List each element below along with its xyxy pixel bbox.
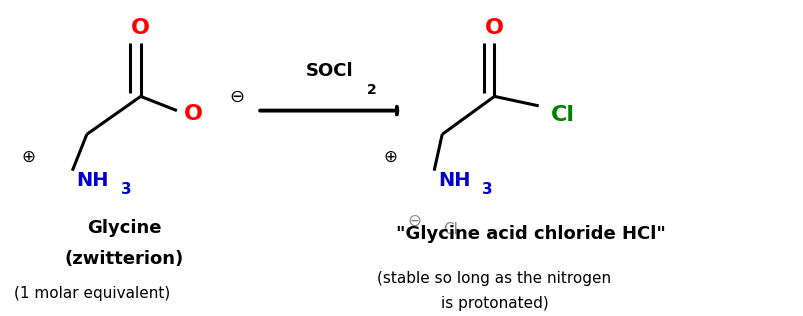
Text: O: O bbox=[484, 18, 503, 39]
Text: SOCl: SOCl bbox=[305, 62, 353, 80]
Text: (1 molar equivalent): (1 molar equivalent) bbox=[14, 286, 170, 301]
Text: O: O bbox=[183, 104, 202, 124]
Text: NH: NH bbox=[76, 171, 108, 190]
Text: (stable so long as the nitrogen: (stable so long as the nitrogen bbox=[377, 270, 611, 286]
Text: (zwitterion): (zwitterion) bbox=[65, 250, 184, 268]
Text: "Glycine acid chloride HCl": "Glycine acid chloride HCl" bbox=[395, 225, 665, 243]
Text: Glycine: Glycine bbox=[88, 219, 161, 236]
Text: ⊖: ⊖ bbox=[230, 88, 244, 105]
Text: ⊕: ⊕ bbox=[382, 148, 397, 165]
Text: is protonated): is protonated) bbox=[440, 296, 548, 311]
Text: Cl: Cl bbox=[442, 222, 457, 237]
Text: ⊕: ⊕ bbox=[21, 148, 35, 165]
Text: 2: 2 bbox=[366, 83, 376, 97]
Text: 3: 3 bbox=[120, 182, 131, 197]
Text: Cl: Cl bbox=[550, 105, 574, 125]
Text: ⊖: ⊖ bbox=[406, 212, 421, 230]
Text: NH: NH bbox=[438, 171, 470, 190]
Text: O: O bbox=[131, 18, 150, 39]
Text: 3: 3 bbox=[482, 182, 492, 197]
